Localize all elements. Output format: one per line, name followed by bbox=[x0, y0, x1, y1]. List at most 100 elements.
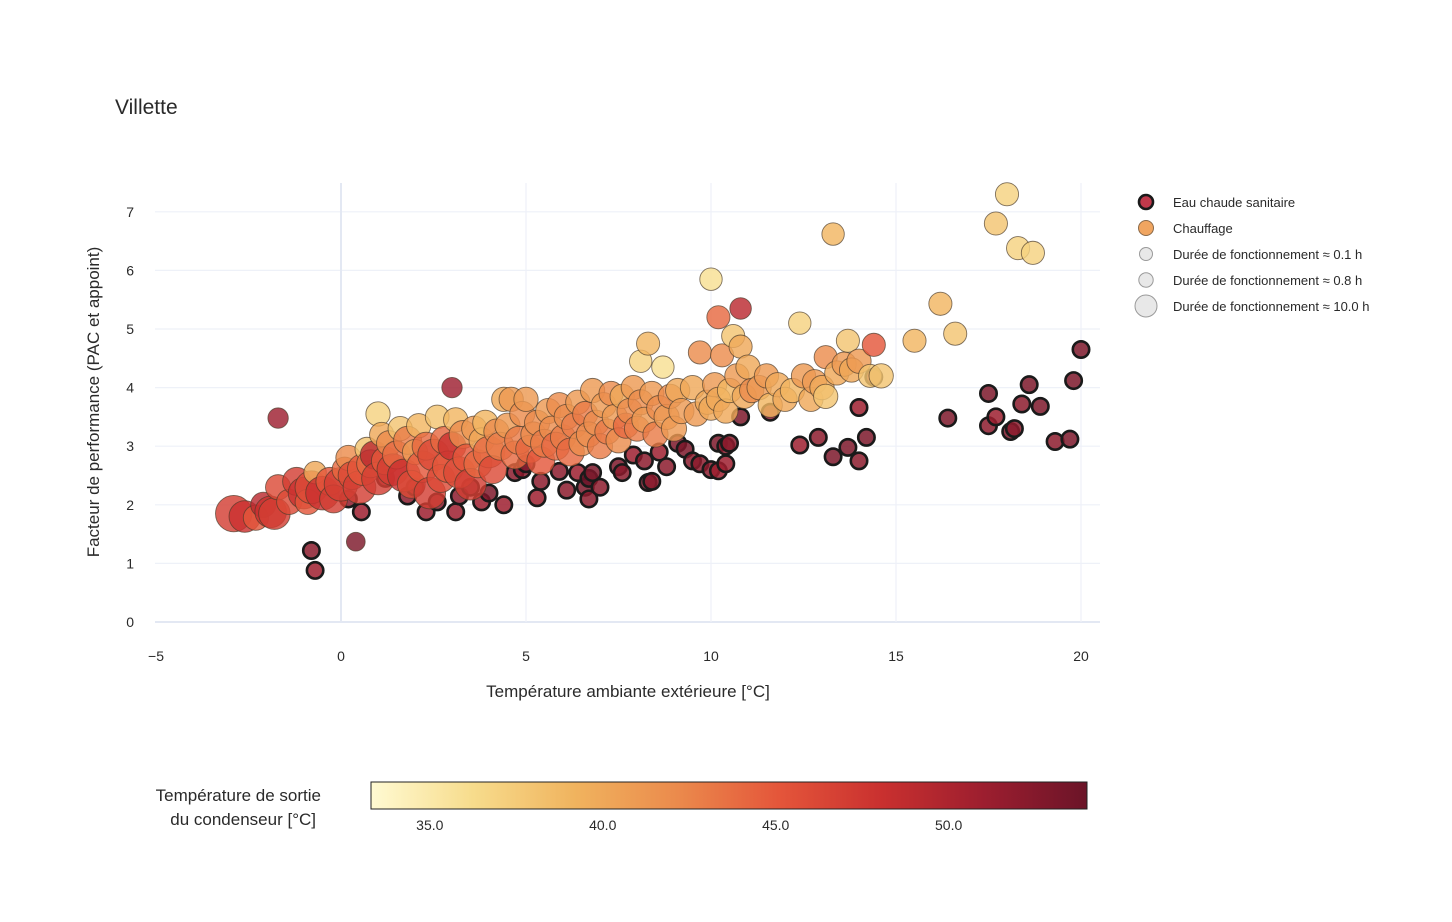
colorbar-tick-label: 50.0 bbox=[935, 817, 962, 833]
chauffage-point bbox=[821, 222, 845, 246]
chauffage-point bbox=[651, 355, 675, 379]
ecs-point bbox=[634, 451, 654, 471]
x-tick-label: −5 bbox=[148, 648, 164, 664]
ecs-point bbox=[938, 408, 958, 428]
y-tick-label: 3 bbox=[126, 438, 134, 454]
chauffage-point bbox=[345, 531, 366, 552]
chauffage-point bbox=[943, 321, 968, 346]
ecs-point bbox=[978, 383, 998, 403]
x-tick-label: 5 bbox=[522, 648, 530, 664]
ecs-point bbox=[1071, 340, 1091, 360]
ecs-point bbox=[549, 461, 569, 481]
ecs-point bbox=[583, 463, 603, 483]
chauffage-point bbox=[835, 328, 860, 353]
x-axis-label: Température ambiante extérieure [°C] bbox=[486, 682, 770, 701]
y-tick-label: 5 bbox=[126, 321, 134, 337]
ecs-point bbox=[612, 463, 632, 483]
legend-size-marker bbox=[1134, 294, 1158, 318]
legend: Eau chaude sanitaire Chauffage Durée de fo… bbox=[1134, 193, 1370, 318]
ecs-point bbox=[849, 398, 869, 418]
legend-size-marker bbox=[1138, 272, 1154, 288]
y-tick-label: 7 bbox=[126, 204, 134, 220]
ecs-point bbox=[849, 451, 869, 471]
legend-label: Chauffage bbox=[1173, 221, 1233, 236]
ecs-point bbox=[1064, 371, 1084, 391]
legend-item: Chauffage bbox=[1138, 220, 1233, 236]
ecs-point bbox=[838, 437, 858, 457]
y-axis-ticks: 0 1 2 3 4 5 6 7 bbox=[126, 204, 134, 630]
ecs-point bbox=[808, 427, 828, 447]
legend-label: Durée de fonctionnement ≈ 0.1 h bbox=[1173, 247, 1362, 262]
chauffage-point bbox=[441, 376, 463, 399]
chauffage-point bbox=[699, 267, 723, 291]
ecs-point bbox=[446, 502, 466, 522]
chauffage-point bbox=[636, 331, 661, 356]
legend-item: Durée de fonctionnement ≈ 0.8 h bbox=[1138, 272, 1362, 288]
colorbar-ticks: 35.0 40.0 45.0 50.0 bbox=[416, 817, 962, 833]
ecs-point bbox=[1004, 419, 1024, 439]
colorbar-tick-label: 45.0 bbox=[762, 817, 789, 833]
ecs-point bbox=[1012, 394, 1032, 414]
x-tick-label: 15 bbox=[888, 648, 904, 664]
ecs-point bbox=[351, 502, 371, 522]
legend-label: Durée de fonctionnement ≈ 10.0 h bbox=[1173, 299, 1370, 314]
ecs-point bbox=[531, 471, 551, 491]
chauffage-point bbox=[928, 291, 953, 316]
colorbar-tick-label: 35.0 bbox=[416, 817, 443, 833]
scatter-points bbox=[215, 182, 1091, 580]
ecs-point bbox=[1030, 396, 1050, 416]
chauffage-point bbox=[902, 328, 927, 353]
chauffage-point bbox=[1020, 240, 1045, 265]
chauffage-point bbox=[983, 211, 1008, 236]
chauffage-point bbox=[267, 407, 289, 429]
ecs-point bbox=[719, 433, 739, 453]
chauffage-point bbox=[513, 386, 539, 412]
chauffage-point bbox=[706, 305, 731, 330]
ecs-point bbox=[642, 471, 662, 491]
y-tick-label: 0 bbox=[126, 614, 134, 630]
ecs-point bbox=[1019, 375, 1039, 395]
colorbar-gradient bbox=[370, 781, 1088, 810]
legend-item: Durée de fonctionnement ≈ 0.1 h bbox=[1139, 247, 1362, 262]
ecs-point bbox=[527, 488, 547, 508]
ecs-point bbox=[305, 560, 325, 580]
colorbar-tick-label: 40.0 bbox=[589, 817, 616, 833]
y-tick-label: 6 bbox=[126, 262, 134, 278]
chauffage-point bbox=[687, 340, 712, 365]
chauffage-point bbox=[994, 182, 1020, 207]
legend-item: Eau chaude sanitaire bbox=[1137, 193, 1295, 211]
ecs-point bbox=[856, 427, 876, 447]
colorbar-label-line2: du condenseur [°C] bbox=[170, 810, 316, 829]
ecs-point bbox=[823, 447, 843, 467]
y-tick-label: 2 bbox=[126, 497, 134, 513]
chauffage-point bbox=[729, 297, 752, 320]
legend-label: Eau chaude sanitaire bbox=[1173, 195, 1295, 210]
x-tick-label: 10 bbox=[703, 648, 719, 664]
ecs-point bbox=[716, 454, 736, 474]
legend-item: Durée de fonctionnement ≈ 10.0 h bbox=[1134, 294, 1370, 318]
ecs-point bbox=[657, 457, 677, 477]
chauffage-point bbox=[861, 332, 886, 357]
ecs-point bbox=[579, 489, 599, 509]
ecs-point bbox=[590, 477, 610, 497]
ecs-point bbox=[301, 541, 321, 561]
x-tick-label: 20 bbox=[1073, 648, 1089, 664]
chauffage-point bbox=[868, 363, 894, 389]
ecs-point bbox=[986, 407, 1006, 427]
chauffage-point bbox=[788, 311, 812, 335]
colorbar: Température de sortie du condenseur [°C]… bbox=[156, 781, 1088, 833]
chauffage-point bbox=[813, 383, 839, 409]
chart-title: Villette bbox=[115, 96, 178, 119]
colorbar-label-line1: Température de sortie bbox=[156, 786, 321, 805]
ecs-point bbox=[1060, 429, 1080, 449]
ecs-point bbox=[494, 495, 514, 515]
y-tick-label: 4 bbox=[126, 380, 134, 396]
legend-series-marker bbox=[1138, 220, 1154, 236]
y-tick-label: 1 bbox=[126, 555, 134, 571]
x-tick-label: 0 bbox=[337, 648, 345, 664]
legend-series-marker bbox=[1137, 193, 1155, 211]
legend-size-marker bbox=[1139, 247, 1153, 261]
x-axis-ticks: −5 0 5 10 15 20 bbox=[148, 648, 1089, 664]
ecs-point bbox=[790, 435, 810, 455]
